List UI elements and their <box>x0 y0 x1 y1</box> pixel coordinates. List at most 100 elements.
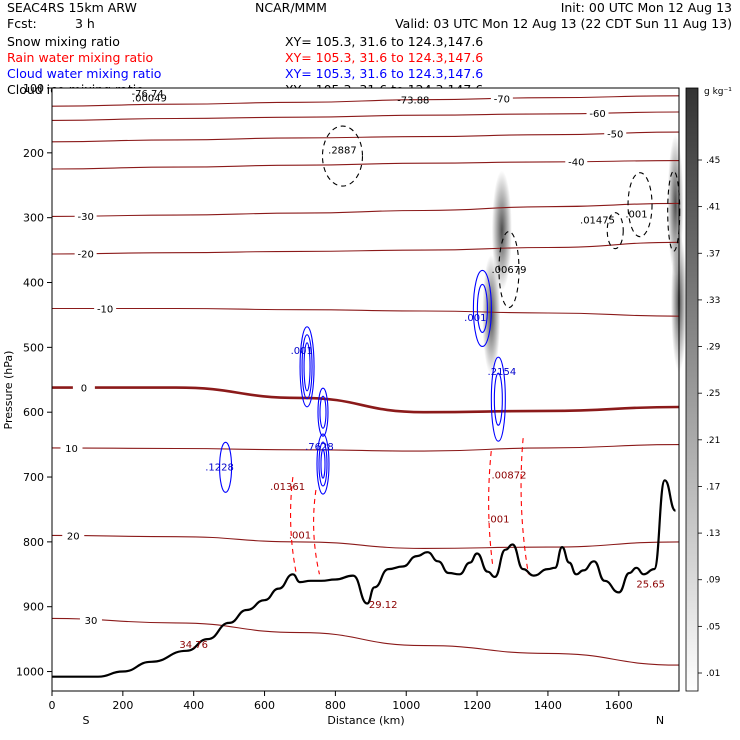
colorbar-ticks: .01 .05 .09 .13 .17 .21 .25 .29 .33 .37 .41 .45 <box>698 156 721 679</box>
terrain-layer <box>52 479 677 678</box>
isotherm-line <box>52 386 680 414</box>
cloud-water-contour <box>317 387 329 437</box>
cloud-ice-contour <box>498 230 520 309</box>
y-tick-label: 600 <box>23 406 44 419</box>
colorbar-tick-label: .21 <box>706 436 720 446</box>
isotherm-label: -30 <box>77 212 93 223</box>
cloud-water-contour <box>303 342 311 392</box>
plot-frame <box>52 88 679 691</box>
isotherm-line <box>51 444 680 452</box>
contour-annotation: 29.12 <box>369 600 398 611</box>
cloud-water-contour <box>301 334 313 400</box>
y-tick-label: 900 <box>23 601 44 614</box>
y-axis: 100 200 300 400 500 600 700 800 900 1000 <box>16 82 52 679</box>
y-tick-label: 1000 <box>16 666 44 679</box>
isotherm-label-bg <box>62 529 85 541</box>
cloud-water-contour <box>316 433 330 495</box>
field-xy-snow: XY= 105.3, 31.6 to 124.3,147.6 <box>285 34 483 49</box>
x-tick-label: 0 <box>49 699 56 712</box>
colorbar-tick-label: .09 <box>706 576 721 586</box>
cloud-water-contour <box>318 441 328 487</box>
x-tick-label: 1200 <box>463 699 491 712</box>
y-tick-label: 400 <box>23 277 44 290</box>
cloud-water-contour <box>476 283 488 334</box>
isotherm-line <box>51 202 680 217</box>
x-end-north: N <box>656 714 664 727</box>
x-tick-label: 600 <box>254 699 275 712</box>
contour-annotation: .01475 <box>580 216 615 227</box>
y-tick-label: 100 <box>23 82 44 95</box>
colorbar: g kg⁻¹ .01 .05 .09 .13 .17 .21 .25 .29 .33 .37 .41… <box>685 87 732 692</box>
x-axis-label: Distance (km) <box>327 714 404 727</box>
field-label-snow: Snow mixing ratio <box>7 34 120 49</box>
x-tick-label: 1400 <box>534 699 562 712</box>
y-axis-label: Pressure (hPa) <box>2 351 15 430</box>
contour-annotation: .01361 <box>270 482 305 493</box>
y-tick-label: 800 <box>23 536 44 549</box>
contour-annotation: .7628 <box>305 442 334 453</box>
forecast-hours: 3 h <box>75 16 95 31</box>
isotherm-label: -50 <box>607 129 623 140</box>
isotherm-label-bg <box>565 155 588 167</box>
isotherm-label-bg <box>79 613 102 625</box>
colorbar-tick-label: .37 <box>706 249 720 259</box>
colorbar-tick-label: .17 <box>706 482 720 492</box>
contour-annotation: .00872 <box>491 470 526 481</box>
contour-annotation: 25.65 <box>636 579 665 590</box>
rain-water-contour <box>313 489 320 575</box>
isotherm-label-bg <box>72 381 95 393</box>
isotherm-line <box>51 95 680 107</box>
x-tick-label: 1000 <box>392 699 420 712</box>
rain-water-contour <box>520 438 529 575</box>
field-xy-cloud-water: XY= 105.3, 31.6 to 124.3,147.6 <box>285 66 483 81</box>
y-tick-label: 200 <box>23 147 44 160</box>
cloud-water-contour <box>219 441 233 493</box>
contour-annotation: .2887 <box>328 145 357 156</box>
isotherm-label-bg <box>74 210 97 222</box>
isotherm-line <box>51 241 680 255</box>
colorbar-units: g kg⁻¹ <box>704 87 732 97</box>
colorbar-tick-label: .01 <box>706 669 720 679</box>
y-tick-label: 500 <box>23 341 44 354</box>
x-tick-label: 200 <box>112 699 133 712</box>
isotherm-layer: -70 -60-50 -40 -30 -20 -10 0 10 20 30 <box>51 92 680 666</box>
cloud-ice-contour <box>667 170 681 252</box>
contour-annotation: .001 <box>464 313 486 324</box>
isotherm-label: -60 <box>589 109 605 120</box>
plot-area: -70 -60-50 -40 -30 -20 -10 0 10 20 30 -73.88 -76.7… <box>51 87 687 692</box>
cloud-water-contour <box>299 326 315 408</box>
isotherm-line <box>51 111 680 121</box>
cloud-water-contour <box>493 372 503 426</box>
colorbar-tick-label: .25 <box>706 389 720 399</box>
contour-annotation: .1228 <box>205 463 234 474</box>
colorbar-tick-label: .05 <box>706 622 720 632</box>
field-label-rain: Rain water mixing ratio <box>7 50 153 65</box>
contour-annotation: .001 <box>487 514 509 525</box>
colorbar-tick-label: .41 <box>706 203 720 213</box>
terrain-line <box>52 479 677 678</box>
contour-annotation: -73.88 <box>397 96 429 107</box>
rain-water-contour <box>488 451 494 568</box>
cloud-ice-contour <box>627 172 653 238</box>
isotherm-label-bg <box>94 302 117 314</box>
colorbar-bar <box>685 87 699 692</box>
contour-annotation: 34.76 <box>179 640 208 651</box>
cloud-water-contour <box>320 449 326 479</box>
cloud-water-contour <box>490 356 506 442</box>
org-label: NCAR/MMM <box>255 0 327 15</box>
isotherm-label: -20 <box>77 250 93 261</box>
isotherm-label: 0 <box>81 384 87 395</box>
isotherm-line <box>51 617 680 666</box>
isotherm-line <box>51 534 680 549</box>
isotherm-label-bg <box>604 127 627 139</box>
contour-annotation: .001 <box>289 531 311 542</box>
isotherm-label: 30 <box>85 616 98 627</box>
plot-border <box>51 87 680 692</box>
model-title: SEAC4RS 15km ARW <box>7 0 137 15</box>
snow-shade-blob <box>491 170 512 291</box>
annotation-layer: -73.88 -76.74.00049 .2887 .01475 .001 .00679.… <box>132 89 665 651</box>
contour-annotation: .00679 <box>491 265 526 276</box>
colorbar-tick-label: .29 <box>706 343 721 353</box>
isotherm-label: 10 <box>65 444 78 455</box>
